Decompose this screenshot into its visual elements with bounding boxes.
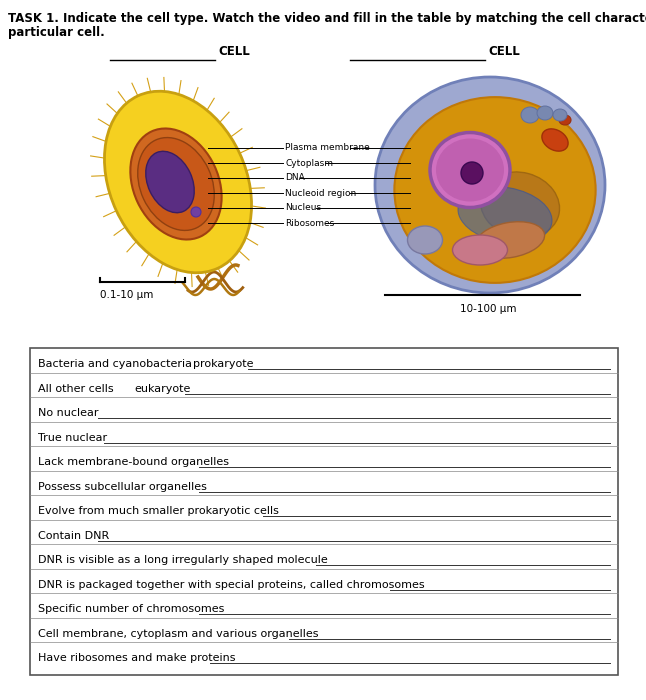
Ellipse shape	[521, 107, 539, 123]
Ellipse shape	[191, 207, 201, 217]
Text: Nucleus: Nucleus	[285, 204, 321, 213]
Text: No nuclear: No nuclear	[38, 408, 102, 418]
Text: Cytoplasm: Cytoplasm	[285, 158, 333, 167]
Text: Contain DNR: Contain DNR	[38, 531, 109, 540]
Ellipse shape	[537, 106, 553, 120]
Ellipse shape	[146, 151, 194, 213]
Ellipse shape	[394, 97, 596, 283]
Text: Plasma membrane: Plasma membrane	[285, 144, 370, 153]
Ellipse shape	[481, 172, 559, 238]
Ellipse shape	[553, 109, 567, 121]
Text: prokaryote: prokaryote	[193, 359, 254, 370]
Text: Specific number of chromosomes: Specific number of chromosomes	[38, 604, 224, 615]
Ellipse shape	[475, 222, 545, 258]
Text: Cell membrane, cytoplasm and various organelles: Cell membrane, cytoplasm and various org…	[38, 629, 318, 638]
Text: CELL: CELL	[488, 45, 520, 58]
Text: eukaryote: eukaryote	[135, 384, 191, 393]
Text: particular cell.: particular cell.	[8, 26, 105, 39]
Text: DNR is visible as a long irregularly shaped molecule: DNR is visible as a long irregularly sha…	[38, 555, 328, 566]
Ellipse shape	[430, 132, 510, 207]
Text: 0.1-10 μm: 0.1-10 μm	[100, 290, 153, 300]
Ellipse shape	[375, 77, 605, 293]
Text: Nucleoid region: Nucleoid region	[285, 188, 356, 197]
Ellipse shape	[458, 187, 552, 244]
Ellipse shape	[452, 235, 508, 265]
Text: DNR is packaged together with special proteins, called chromosomes: DNR is packaged together with special pr…	[38, 580, 424, 589]
Text: Evolve from much smaller prokaryotic cells: Evolve from much smaller prokaryotic cel…	[38, 506, 279, 517]
Ellipse shape	[461, 162, 483, 184]
Text: TASK 1. Indicate the cell type. Watch the video and fill in the table by matchin: TASK 1. Indicate the cell type. Watch th…	[8, 12, 646, 25]
Text: Ribosomes: Ribosomes	[285, 218, 334, 228]
Text: Lack membrane-bound organelles: Lack membrane-bound organelles	[38, 457, 229, 468]
Text: All other cells: All other cells	[38, 384, 117, 393]
Ellipse shape	[105, 91, 251, 273]
Ellipse shape	[130, 129, 222, 239]
Text: Have ribosomes and make proteins: Have ribosomes and make proteins	[38, 653, 236, 664]
Ellipse shape	[138, 138, 214, 230]
Text: 10-100 μm: 10-100 μm	[460, 304, 517, 314]
Text: Possess subcellular organelles: Possess subcellular organelles	[38, 482, 207, 491]
Ellipse shape	[559, 115, 571, 125]
Bar	[30, 348, 618, 675]
Text: Bacteria and cyanobacteria: Bacteria and cyanobacteria	[38, 359, 196, 370]
Ellipse shape	[436, 139, 504, 202]
Text: CELL: CELL	[218, 45, 250, 58]
Text: DNA: DNA	[285, 174, 305, 183]
Text: True nuclear: True nuclear	[38, 433, 107, 443]
Ellipse shape	[408, 226, 443, 254]
Ellipse shape	[542, 129, 568, 151]
